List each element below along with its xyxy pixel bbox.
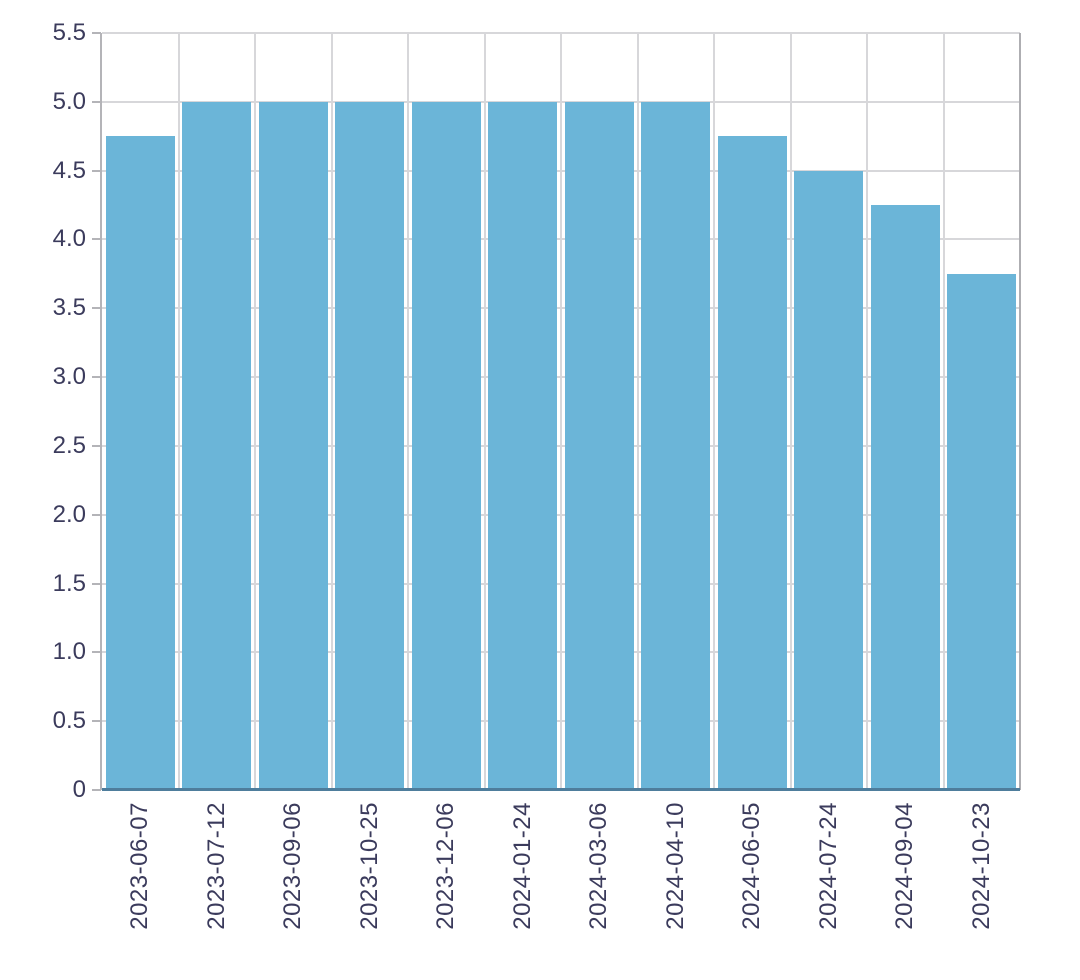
x-axis-baseline <box>102 788 1020 791</box>
y-tick-mark <box>92 789 101 791</box>
y-tick-mark <box>92 376 101 379</box>
bar <box>564 101 634 790</box>
y-tick-label: 4.5 <box>52 156 86 184</box>
y-tick-mark <box>92 100 101 103</box>
bar <box>411 101 481 790</box>
bar <box>717 136 787 790</box>
vertical-gridline <box>866 33 868 790</box>
x-tick-label: 2024-09-04 <box>891 802 919 930</box>
plot-area <box>100 32 1021 791</box>
bar <box>870 205 940 790</box>
vertical-gridline <box>713 33 715 790</box>
y-tick-mark <box>92 582 101 585</box>
x-tick-label: 2023-10-25 <box>355 802 383 930</box>
bar <box>947 273 1017 790</box>
x-tick-label: 2024-07-24 <box>814 802 842 930</box>
y-tick-mark <box>92 444 101 447</box>
x-tick-label: 2024-06-05 <box>738 802 766 930</box>
vertical-gridline <box>177 33 180 790</box>
vertical-gridline <box>483 33 486 790</box>
bar <box>794 170 864 790</box>
bar <box>258 101 328 790</box>
bar <box>105 136 175 790</box>
bar <box>182 101 252 790</box>
x-tick-label: 2023-06-07 <box>126 802 154 930</box>
y-tick-mark <box>92 651 101 654</box>
y-tick-mark <box>92 32 101 34</box>
y-tick-label: 5.0 <box>52 87 86 115</box>
y-tick-label: 0 <box>72 776 86 803</box>
y-tick-label: 2.5 <box>52 431 86 459</box>
vertical-gridline <box>330 33 333 790</box>
bar <box>488 101 558 790</box>
vertical-gridline <box>254 33 256 790</box>
y-tick-label: 1.5 <box>52 569 86 597</box>
y-tick-label: 4.0 <box>52 225 86 253</box>
y-tick-mark <box>92 307 101 310</box>
y-tick-mark <box>92 169 101 172</box>
left-axis-spine <box>100 33 102 790</box>
y-tick-mark <box>92 513 101 516</box>
x-tick-label: 2024-04-10 <box>661 802 689 930</box>
y-tick-mark <box>92 238 101 241</box>
bar <box>641 101 711 790</box>
y-tick-label: 3.0 <box>52 363 86 391</box>
x-tick-label: 2024-10-23 <box>967 802 995 930</box>
y-tick-label: 0.5 <box>52 707 86 735</box>
vertical-gridline <box>407 33 409 790</box>
x-tick-label: 2023-09-06 <box>279 802 307 930</box>
y-tick-label: 3.5 <box>52 294 86 322</box>
x-tick-label: 2023-12-06 <box>432 802 460 930</box>
vertical-gridline <box>789 33 792 790</box>
x-tick-label: 2023-07-12 <box>202 802 230 930</box>
x-tick-label: 2024-01-24 <box>508 802 536 930</box>
vertical-gridline <box>636 33 639 790</box>
y-tick-label: 1.0 <box>52 638 86 666</box>
vertical-gridline <box>560 33 562 790</box>
vertical-gridline <box>942 33 945 790</box>
y-tick-label: 2.0 <box>52 500 86 528</box>
y-tick-mark <box>92 720 101 723</box>
bar <box>335 101 405 790</box>
x-tick-label: 2024-03-06 <box>585 802 613 930</box>
y-tick-label: 5.5 <box>52 19 86 46</box>
right-axis-spine <box>1019 33 1021 790</box>
